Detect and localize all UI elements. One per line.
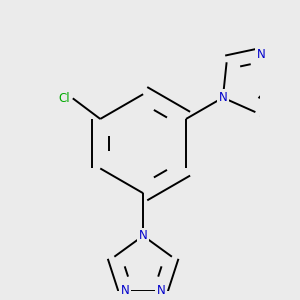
Text: N: N [139, 229, 148, 242]
Text: N: N [218, 91, 227, 104]
Text: N: N [257, 48, 266, 62]
Text: N: N [121, 284, 130, 297]
Text: Cl: Cl [59, 92, 70, 105]
Text: N: N [157, 284, 165, 297]
